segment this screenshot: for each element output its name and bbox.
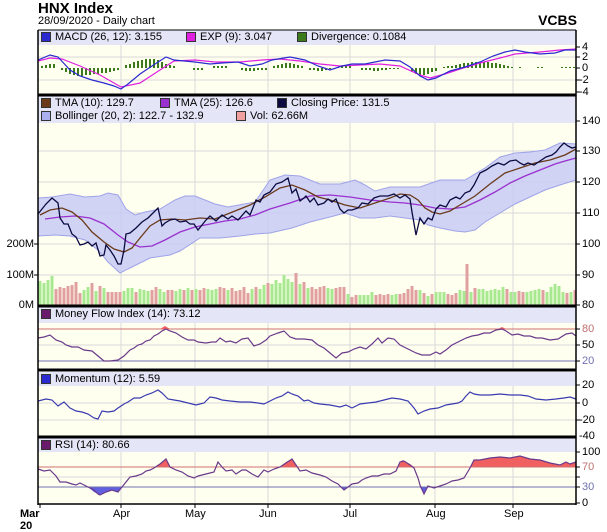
mfi-swatch-icon bbox=[41, 309, 51, 319]
momentum-panel bbox=[37, 372, 577, 436]
legend-tma10: TMA (10): 129.7 bbox=[41, 97, 134, 109]
macd-swatch-icon bbox=[41, 32, 51, 42]
mfi-line bbox=[37, 328, 577, 362]
legend-vol: Vol: 62.66M bbox=[236, 110, 308, 122]
legend-bollinger: Bollinger (20, 2): 122.7 - 132.9 bbox=[41, 110, 204, 122]
divergence-bars bbox=[41, 59, 575, 76]
legend-macd: MACD (26, 12): 3.155 bbox=[41, 31, 162, 43]
legend-mfi: Money Flow Index (14): 73.12 bbox=[41, 308, 201, 320]
tma10-line bbox=[39, 148, 577, 253]
legend-divergence: Divergence: 0.1084 bbox=[297, 31, 406, 43]
legend-tma25: TMA (25): 126.6 bbox=[160, 97, 253, 109]
macd-panel bbox=[37, 30, 577, 94]
legend-exp: EXP (9): 3.047 bbox=[186, 31, 272, 43]
bollinger-swatch-icon bbox=[41, 111, 51, 121]
macd-line bbox=[37, 49, 576, 90]
exp-swatch-icon bbox=[186, 32, 196, 42]
close-swatch-icon bbox=[277, 98, 287, 108]
volume-bars bbox=[38, 264, 577, 305]
tma25-swatch-icon bbox=[160, 98, 170, 108]
vol-swatch-icon bbox=[236, 111, 246, 121]
mfi-panel bbox=[37, 307, 577, 368]
chart-subtitle: 28/09/2020 - Daily chart bbox=[38, 15, 155, 27]
brand-label: VCBS bbox=[538, 12, 577, 28]
close-price-line bbox=[37, 142, 577, 265]
momentum-swatch-icon bbox=[41, 374, 51, 384]
legend-rsi: RSI (14): 80.66 bbox=[41, 439, 130, 451]
rsi-swatch-icon bbox=[41, 440, 51, 450]
rsi-panel bbox=[37, 438, 577, 503]
momentum-line bbox=[37, 389, 577, 420]
legend-momentum: Momentum (12): 5.59 bbox=[41, 373, 160, 385]
chart-title: HNX Index bbox=[38, 0, 114, 17]
tma10-swatch-icon bbox=[41, 98, 51, 108]
rsi-line bbox=[37, 455, 577, 496]
divergence-swatch-icon bbox=[297, 32, 307, 42]
price-panel bbox=[37, 95, 577, 305]
legend-close: Closing Price: 131.5 bbox=[277, 97, 389, 109]
